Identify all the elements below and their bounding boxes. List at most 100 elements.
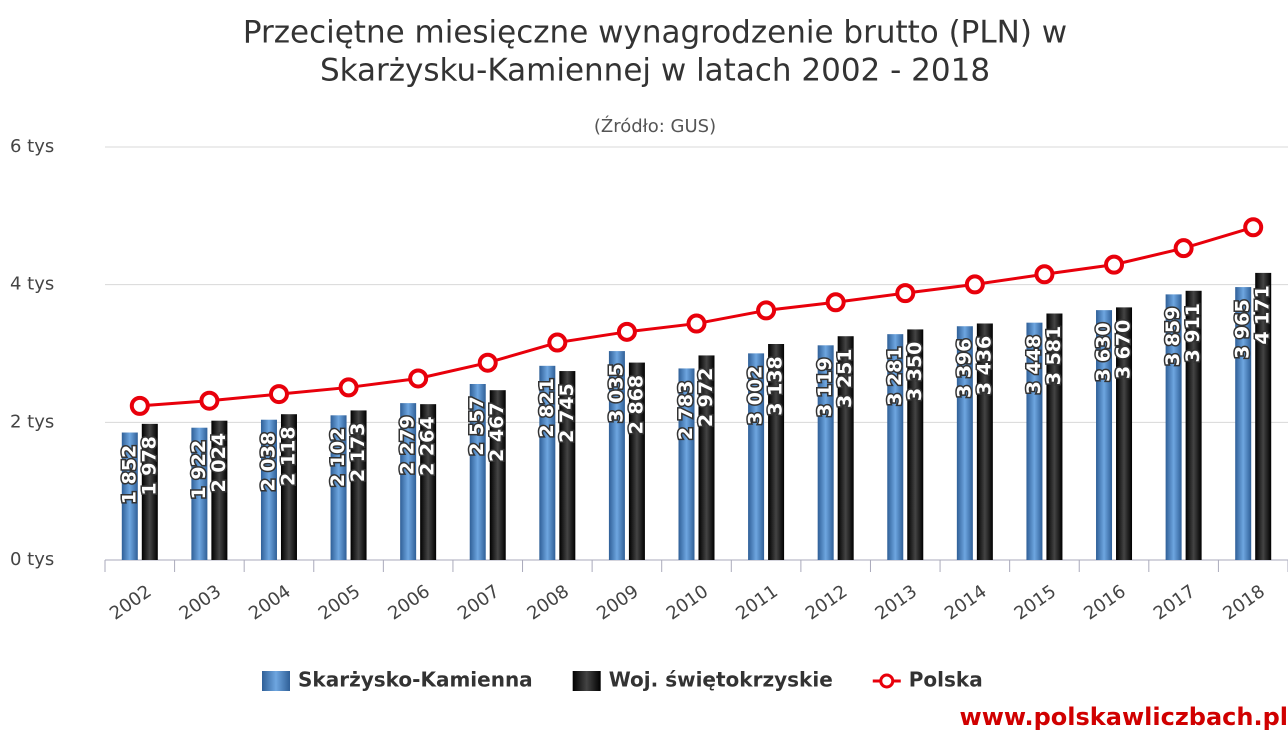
y-tick-label: 2 tys — [10, 411, 54, 432]
bar — [1046, 313, 1063, 560]
bar — [420, 404, 437, 560]
point — [338, 377, 359, 398]
point — [1034, 264, 1055, 285]
point — [1173, 238, 1194, 259]
x-tick-label: 2017 — [1150, 581, 1200, 624]
data-label: 2 024 — [208, 433, 230, 493]
y-tick-label: 0 tys — [10, 549, 54, 570]
data-label: 2 118 — [277, 426, 299, 486]
data-label: 2 557 — [466, 396, 488, 456]
bar — [400, 403, 417, 560]
bar — [260, 419, 277, 560]
data-label: 1 852 — [118, 445, 140, 505]
bar — [748, 353, 765, 560]
point — [686, 313, 707, 334]
data-label: 1 978 — [138, 436, 160, 496]
bar — [907, 329, 924, 560]
legend-swatch — [572, 671, 601, 691]
data-label: 2 279 — [397, 415, 419, 475]
data-label: 3 119 — [814, 358, 836, 418]
y-tick-label: 6 tys — [10, 136, 54, 157]
data-label: 3 396 — [953, 338, 975, 398]
legend-swatch — [879, 673, 895, 689]
point — [895, 283, 916, 304]
bar — [1116, 307, 1133, 560]
bar — [539, 365, 556, 560]
data-label: 3 251 — [834, 348, 856, 408]
data-label: 2 745 — [556, 383, 578, 443]
bar — [330, 415, 347, 560]
data-label: 3 859 — [1162, 307, 1184, 367]
x-tick-label: 2009 — [593, 581, 643, 624]
data-label: 3 448 — [1023, 335, 1045, 395]
bar — [837, 336, 854, 560]
bar — [191, 427, 208, 560]
data-label: 2 038 — [257, 432, 279, 492]
point — [756, 300, 777, 321]
point — [964, 274, 985, 295]
point — [616, 321, 637, 342]
bar — [768, 344, 785, 560]
bar — [469, 383, 486, 560]
data-label: 3 630 — [1093, 322, 1115, 382]
x-tick-label: 2006 — [384, 581, 434, 624]
x-tick-label: 2016 — [1080, 581, 1130, 624]
bar — [817, 345, 834, 560]
data-label: 2 102 — [327, 428, 349, 488]
x-tick-label: 2010 — [663, 581, 713, 624]
data-label: 2 783 — [675, 381, 697, 441]
point — [408, 368, 429, 389]
legend-label: Woj. świętokrzyskie — [609, 668, 833, 692]
bar — [1026, 322, 1043, 560]
chart-title: Przeciętne miesięczne wynagrodzenie brut… — [243, 15, 1067, 51]
x-tick-label: 2005 — [315, 581, 365, 624]
data-label: 2 264 — [417, 416, 439, 476]
watermark: www.polskawliczbach.pl — [960, 703, 1288, 731]
bar — [211, 420, 228, 560]
bar — [608, 351, 625, 560]
data-label: 3 436 — [973, 336, 995, 396]
bar — [1255, 272, 1272, 560]
bar — [121, 432, 138, 560]
point — [547, 332, 568, 353]
data-label: 3 965 — [1232, 299, 1254, 359]
data-label: 2 821 — [536, 378, 558, 438]
data-label: 3 002 — [745, 366, 767, 426]
bar — [628, 362, 645, 560]
bar — [280, 414, 297, 560]
x-tick-label: 2018 — [1219, 581, 1269, 624]
chart-subtitle: (Źródło: GUS) — [594, 115, 716, 137]
point — [1104, 254, 1125, 275]
x-tick-label: 2013 — [871, 581, 921, 624]
data-label: 3 281 — [884, 346, 906, 406]
bar — [1185, 290, 1202, 560]
bar — [678, 368, 695, 560]
point — [1243, 217, 1264, 238]
bar — [350, 410, 367, 560]
data-label: 1 922 — [188, 440, 210, 500]
x-tick-label: 2011 — [732, 581, 782, 624]
bar — [141, 423, 158, 560]
data-label: 3 138 — [765, 356, 787, 416]
x-tick-label: 2012 — [802, 581, 852, 624]
bar — [976, 323, 993, 560]
bar — [698, 355, 715, 560]
bar — [956, 326, 973, 560]
point — [268, 384, 289, 405]
bar — [559, 371, 576, 560]
y-tick-label: 4 tys — [10, 274, 54, 295]
chart-title: Skarżysku-Kamiennej w latach 2002 - 2018 — [320, 53, 990, 89]
point — [825, 292, 846, 313]
x-tick-label: 2008 — [523, 581, 573, 624]
data-label: 4 171 — [1252, 285, 1274, 345]
bar — [1235, 287, 1252, 560]
bar — [1165, 294, 1182, 560]
x-tick-label: 2007 — [454, 581, 504, 624]
point — [199, 390, 220, 411]
x-tick-label: 2002 — [106, 581, 156, 624]
x-tick-label: 2004 — [245, 581, 295, 624]
data-label: 2 173 — [347, 423, 369, 483]
data-label: 3 911 — [1182, 303, 1204, 363]
data-label: 3 670 — [1113, 320, 1135, 380]
data-label: 3 035 — [605, 363, 627, 423]
